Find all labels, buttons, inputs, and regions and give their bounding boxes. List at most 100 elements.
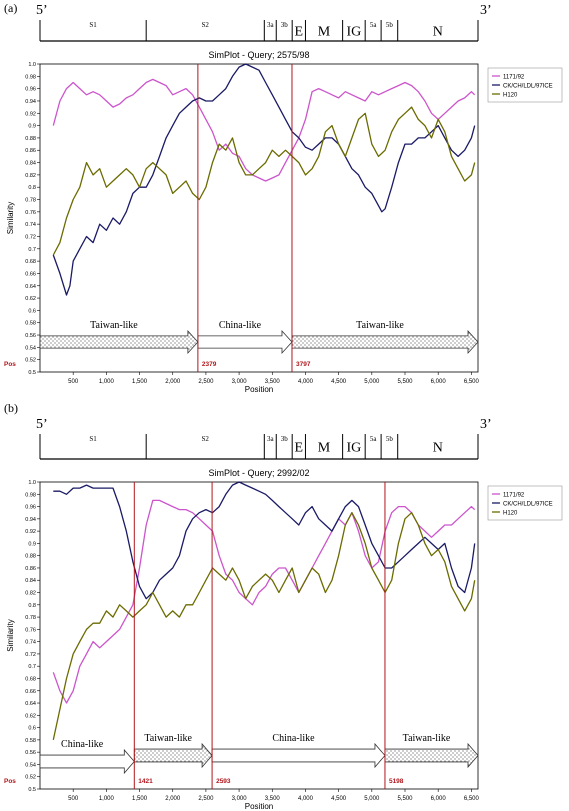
y-tick-label: 0.82 bbox=[25, 591, 36, 597]
region-label: China-like bbox=[272, 733, 315, 744]
y-tick-label: 0.62 bbox=[25, 296, 36, 302]
x-tick-label: 2,000 bbox=[165, 796, 181, 802]
x-tick-label: 4,500 bbox=[331, 379, 347, 385]
pos-label: Pos bbox=[4, 778, 16, 785]
region-label: Taiwan-like bbox=[90, 320, 138, 331]
chart-title: SimPlot - Query; 2992/02 bbox=[208, 468, 309, 478]
legend-entry: CK/CH/LDL/97ICE bbox=[503, 501, 553, 507]
x-tick-label: 5,000 bbox=[364, 796, 380, 802]
series-lines bbox=[52, 63, 476, 296]
gene-label-5a: 5a bbox=[370, 21, 378, 29]
series-lines bbox=[52, 481, 476, 741]
region-arrow bbox=[384, 742, 479, 769]
y-axis-label: Similarity bbox=[6, 202, 15, 234]
series-line-2 bbox=[52, 512, 476, 741]
region-label: China-like bbox=[219, 320, 262, 331]
gene-label-m: M bbox=[318, 441, 331, 456]
gene-label-n: N bbox=[433, 25, 443, 40]
gene-label-3a: 3a bbox=[267, 21, 275, 29]
series-line-2 bbox=[52, 106, 476, 256]
x-tick-label: 1,000 bbox=[99, 379, 115, 385]
y-tick-label: 0.94 bbox=[25, 517, 36, 523]
legend-box bbox=[487, 67, 563, 103]
y-tick-label: 0.94 bbox=[25, 99, 36, 105]
y-tick-label: 0.62 bbox=[25, 713, 36, 719]
y-tick-label: 0.74 bbox=[25, 222, 36, 228]
panel-label: (b) bbox=[4, 401, 18, 415]
y-tick-label: 0.56 bbox=[25, 750, 36, 756]
y-tick-label: 0.76 bbox=[25, 627, 36, 633]
x-tick-label: 6,500 bbox=[464, 379, 480, 385]
x-tick-label: 1,000 bbox=[99, 796, 115, 802]
region-arrow bbox=[39, 748, 135, 775]
legend-entry: H120 bbox=[503, 510, 518, 516]
region-arrow bbox=[133, 742, 213, 769]
y-tick-label: 0.78 bbox=[25, 615, 36, 621]
gene-label-5b: 5b bbox=[386, 435, 394, 443]
legend: 1171/92 CK/CH/LDL/97ICE H120 bbox=[487, 67, 563, 103]
x-tick-label: 500 bbox=[68, 796, 79, 802]
legend-entry: H120 bbox=[503, 92, 518, 98]
y-tick-label: 0.8 bbox=[28, 603, 36, 609]
x-tick-label: 4,000 bbox=[298, 796, 314, 802]
breakpoint-label: 3797 bbox=[296, 361, 311, 368]
y-tick-label: 0.7 bbox=[28, 247, 36, 253]
series-line-1 bbox=[52, 63, 476, 296]
y-tick-label: 0.58 bbox=[25, 321, 36, 327]
y-tick-label: 0.78 bbox=[25, 198, 36, 204]
y-tick-label: 0.6 bbox=[28, 726, 36, 732]
gene-label-ig: IG bbox=[347, 441, 362, 456]
region-label: Taiwan-like bbox=[356, 320, 404, 331]
y-tick-label: 0.5 bbox=[28, 370, 36, 376]
y-tick-label: 0.64 bbox=[25, 701, 36, 707]
series-line-0 bbox=[52, 78, 476, 182]
gene-label-e: E bbox=[295, 441, 304, 456]
three-prime-label: 3’ bbox=[480, 3, 492, 18]
pos-label: Pos bbox=[4, 361, 16, 368]
region-arrows: China-like Taiwan-like China-like Taiwan-li… bbox=[39, 733, 479, 775]
y-tick-label: 0.84 bbox=[25, 578, 36, 584]
panel-label: (a) bbox=[4, 1, 17, 15]
region-label: Taiwan-like bbox=[403, 733, 451, 744]
y-tick-label: 1.0 bbox=[28, 62, 36, 68]
x-tick-label: 3,500 bbox=[265, 379, 281, 385]
gene-label-3a: 3a bbox=[267, 435, 275, 443]
y-tick-label: 0.64 bbox=[25, 284, 36, 290]
gene-label-e: E bbox=[295, 25, 304, 40]
gene-label-3b: 3b bbox=[281, 21, 289, 29]
x-tick-label: 500 bbox=[68, 379, 79, 385]
y-tick-label: 0.98 bbox=[25, 74, 36, 80]
x-tick-label: 4,000 bbox=[298, 379, 314, 385]
region-label: China-like bbox=[61, 739, 104, 750]
y-tick-label: 0.98 bbox=[25, 492, 36, 498]
region-arrow bbox=[39, 329, 199, 355]
gene-label-s1: S1 bbox=[89, 435, 97, 443]
x-tick-label: 5,500 bbox=[397, 379, 413, 385]
plot-frame bbox=[39, 63, 479, 373]
y-tick-label: 0.86 bbox=[25, 566, 36, 572]
y-tick-label: 0.5 bbox=[28, 787, 36, 793]
y-tick-label: 0.66 bbox=[25, 689, 36, 695]
gene-label-ig: IG bbox=[347, 25, 362, 40]
gene-label-n: N bbox=[433, 441, 443, 456]
series-line-1 bbox=[53, 481, 476, 600]
gene-label-5b: 5b bbox=[386, 21, 394, 29]
panel-a: (a) 5’ 3’ S1 S2 3a 3b E M IG 5a 5b N SimPlot - Query;… bbox=[4, 1, 563, 394]
y-tick-label: 0.88 bbox=[25, 136, 36, 142]
x-tick-label: 6,500 bbox=[464, 796, 480, 802]
y-tick-label: 0.92 bbox=[25, 529, 36, 535]
x-tick-label: 3,000 bbox=[232, 379, 248, 385]
three-prime-label: 3’ bbox=[480, 417, 492, 432]
gene-label-3b: 3b bbox=[281, 435, 289, 443]
legend-entry: CK/CH/LDL/97ICE bbox=[503, 83, 553, 89]
y-tick-label: 0.9 bbox=[28, 541, 36, 547]
x-tick-label: 1,500 bbox=[132, 379, 148, 385]
gene-label-s2: S2 bbox=[202, 435, 210, 443]
x-tick-label: 2,500 bbox=[198, 379, 214, 385]
x-tick-label: 4,500 bbox=[331, 796, 347, 802]
x-tick-label: 1,500 bbox=[132, 796, 148, 802]
y-tick-label: 0.96 bbox=[25, 87, 36, 93]
y-tick-label: 0.76 bbox=[25, 210, 36, 216]
y-tick-label: 0.84 bbox=[25, 161, 36, 167]
